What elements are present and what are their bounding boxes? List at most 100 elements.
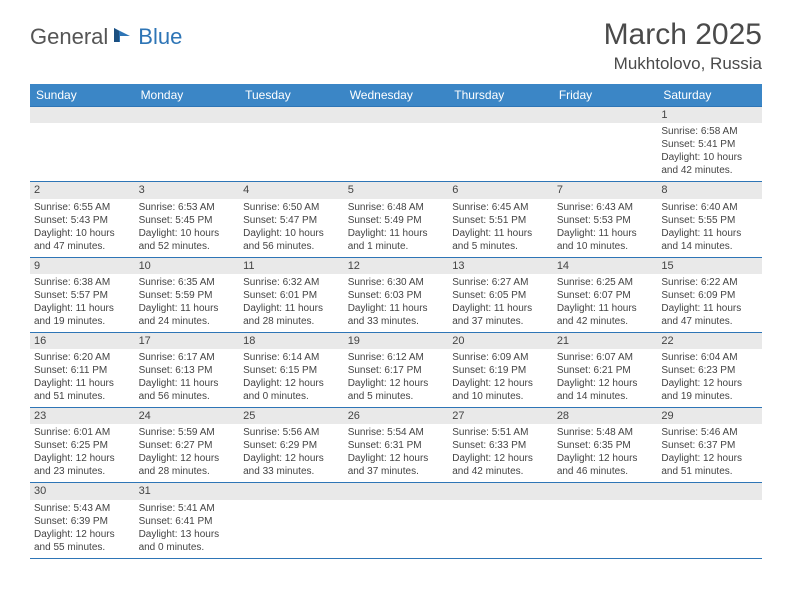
day-info-line: Sunset: 5:45 PM (139, 214, 236, 227)
calendar-day-cell: 2Sunrise: 6:55 AMSunset: 5:43 PMDaylight… (30, 182, 135, 257)
day-info-line: and 10 minutes. (452, 390, 549, 403)
calendar-day-cell: 28Sunrise: 5:48 AMSunset: 6:35 PMDayligh… (553, 408, 658, 483)
day-info-line: and 0 minutes. (243, 390, 340, 403)
day-number: 14 (553, 258, 658, 274)
day-info-line: Sunrise: 5:43 AM (34, 502, 131, 515)
day-number: 1 (657, 107, 762, 123)
day-info-line: Sunrise: 6:04 AM (661, 351, 758, 364)
day-info-line: Sunset: 6:23 PM (661, 364, 758, 377)
day-info-line: Daylight: 12 hours (243, 452, 340, 465)
day-info-line: and 5 minutes. (452, 240, 549, 253)
day-info-line: Sunrise: 5:41 AM (139, 502, 236, 515)
day-info-line: Sunrise: 6:27 AM (452, 276, 549, 289)
weekday-header: Saturday (657, 84, 762, 107)
day-number: 6 (448, 182, 553, 198)
day-info-line: Sunrise: 5:54 AM (348, 426, 445, 439)
day-info-line: and 14 minutes. (557, 390, 654, 403)
day-info-line: Daylight: 10 hours (139, 227, 236, 240)
day-info-line: Daylight: 11 hours (139, 377, 236, 390)
weekday-header: Wednesday (344, 84, 449, 107)
day-info-line: and 1 minute. (348, 240, 445, 253)
day-info-line: and 37 minutes. (348, 465, 445, 478)
day-info-line: Sunset: 5:51 PM (452, 214, 549, 227)
day-info-line: Sunset: 6:25 PM (34, 439, 131, 452)
day-info-line: and 28 minutes. (243, 315, 340, 328)
day-info-line: Daylight: 11 hours (348, 302, 445, 315)
day-number: 22 (657, 333, 762, 349)
calendar-day-cell (135, 107, 240, 182)
calendar-day-cell: 24Sunrise: 5:59 AMSunset: 6:27 PMDayligh… (135, 408, 240, 483)
day-info-line: Sunrise: 6:35 AM (139, 276, 236, 289)
day-number: 5 (344, 182, 449, 198)
day-info-line: Sunset: 6:07 PM (557, 289, 654, 302)
day-info-line: Sunrise: 6:43 AM (557, 201, 654, 214)
calendar-day-cell: 31Sunrise: 5:41 AMSunset: 6:41 PMDayligh… (135, 483, 240, 558)
day-info-line: Daylight: 11 hours (139, 302, 236, 315)
calendar-day-cell: 26Sunrise: 5:54 AMSunset: 6:31 PMDayligh… (344, 408, 449, 483)
day-info-line: Sunset: 6:27 PM (139, 439, 236, 452)
day-info-line: Sunset: 6:37 PM (661, 439, 758, 452)
day-info-line: Sunset: 6:41 PM (139, 515, 236, 528)
day-info-line: Sunset: 5:47 PM (243, 214, 340, 227)
day-info-line: Daylight: 11 hours (557, 302, 654, 315)
day-info-line: Sunset: 6:33 PM (452, 439, 549, 452)
day-info-line: Sunset: 6:35 PM (557, 439, 654, 452)
calendar-day-cell: 30Sunrise: 5:43 AMSunset: 6:39 PMDayligh… (30, 483, 135, 558)
calendar-week-row: 1Sunrise: 6:58 AMSunset: 5:41 PMDaylight… (30, 107, 762, 182)
calendar-day-cell (553, 107, 658, 182)
day-info-line: Sunset: 6:01 PM (243, 289, 340, 302)
calendar-day-cell: 5Sunrise: 6:48 AMSunset: 5:49 PMDaylight… (344, 182, 449, 257)
day-info-line: Daylight: 12 hours (348, 452, 445, 465)
day-info-line: Daylight: 12 hours (34, 528, 131, 541)
day-number-empty (344, 107, 449, 123)
day-info-line: and 56 minutes. (243, 240, 340, 253)
calendar-day-cell: 17Sunrise: 6:17 AMSunset: 6:13 PMDayligh… (135, 332, 240, 407)
day-number: 17 (135, 333, 240, 349)
calendar-day-cell: 11Sunrise: 6:32 AMSunset: 6:01 PMDayligh… (239, 257, 344, 332)
logo: General Blue (30, 18, 182, 50)
calendar-day-cell: 6Sunrise: 6:45 AMSunset: 5:51 PMDaylight… (448, 182, 553, 257)
calendar-day-cell: 9Sunrise: 6:38 AMSunset: 5:57 PMDaylight… (30, 257, 135, 332)
calendar-day-cell (448, 107, 553, 182)
day-number-empty (135, 107, 240, 123)
day-info-line: Sunrise: 6:48 AM (348, 201, 445, 214)
calendar-day-cell: 14Sunrise: 6:25 AMSunset: 6:07 PMDayligh… (553, 257, 658, 332)
day-info-line: Sunrise: 6:14 AM (243, 351, 340, 364)
day-number-empty (553, 107, 658, 123)
day-number: 29 (657, 408, 762, 424)
day-info-line: and 28 minutes. (139, 465, 236, 478)
day-number: 4 (239, 182, 344, 198)
day-info-line: Sunset: 5:59 PM (139, 289, 236, 302)
day-info-line: and 42 minutes. (557, 315, 654, 328)
day-number: 28 (553, 408, 658, 424)
day-number-empty (344, 483, 449, 499)
day-info-line: Sunset: 6:19 PM (452, 364, 549, 377)
day-info-line: Daylight: 11 hours (661, 227, 758, 240)
day-info-line: Sunrise: 5:51 AM (452, 426, 549, 439)
calendar-day-cell: 10Sunrise: 6:35 AMSunset: 5:59 PMDayligh… (135, 257, 240, 332)
calendar-week-row: 30Sunrise: 5:43 AMSunset: 6:39 PMDayligh… (30, 483, 762, 558)
day-info-line: Sunrise: 6:38 AM (34, 276, 131, 289)
day-number: 31 (135, 483, 240, 499)
calendar-day-cell: 22Sunrise: 6:04 AMSunset: 6:23 PMDayligh… (657, 332, 762, 407)
day-info-line: and 23 minutes. (34, 465, 131, 478)
day-info-line: Daylight: 11 hours (557, 227, 654, 240)
day-info-line: Sunrise: 5:59 AM (139, 426, 236, 439)
day-info-line: Sunset: 6:03 PM (348, 289, 445, 302)
day-info-line: Daylight: 12 hours (452, 377, 549, 390)
day-info-line: and 37 minutes. (452, 315, 549, 328)
day-number: 20 (448, 333, 553, 349)
day-number-empty (239, 107, 344, 123)
day-number-empty (553, 483, 658, 499)
day-info-line: Sunset: 6:17 PM (348, 364, 445, 377)
day-info-line: Daylight: 12 hours (34, 452, 131, 465)
day-number: 9 (30, 258, 135, 274)
calendar-day-cell: 4Sunrise: 6:50 AMSunset: 5:47 PMDaylight… (239, 182, 344, 257)
day-number: 13 (448, 258, 553, 274)
day-number: 21 (553, 333, 658, 349)
logo-word-2: Blue (138, 24, 182, 50)
header-row: General Blue March 2025 Mukhtolovo, Russ… (30, 18, 762, 74)
day-info-line: and 52 minutes. (139, 240, 236, 253)
day-info-line: and 47 minutes. (34, 240, 131, 253)
day-info-line: Sunset: 6:11 PM (34, 364, 131, 377)
